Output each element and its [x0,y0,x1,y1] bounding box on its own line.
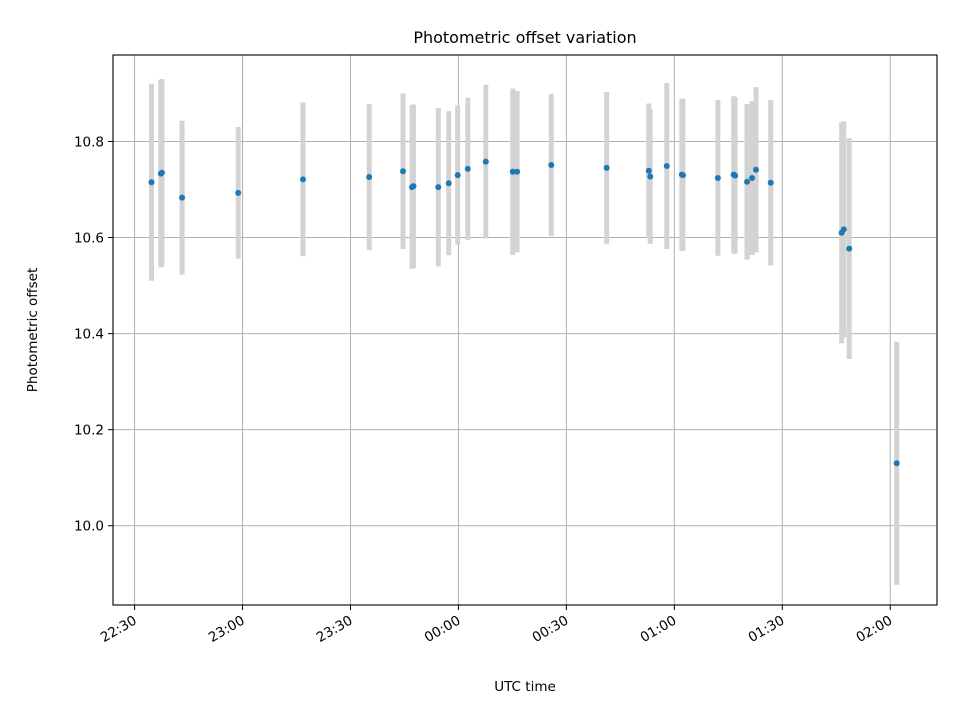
data-point [179,194,186,201]
data-point [679,172,686,179]
data-point [509,168,516,175]
y-tick-label: 10.6 [74,231,104,247]
data-point [435,184,442,191]
y-axis-label: Photometric offset [25,268,41,392]
data-point [753,166,760,173]
grid [113,55,937,605]
data-point [445,180,452,187]
data-point [454,172,461,179]
data-point [732,172,739,179]
data-point [299,176,306,183]
y-tick-label: 10.2 [74,423,104,439]
y-tick-label: 10.0 [74,519,104,535]
data-point [548,162,555,168]
data-point [410,183,417,190]
data-point [158,169,165,176]
data-point [767,179,774,186]
data-point [846,245,853,252]
chart-title: Photometric offset variation [413,28,636,47]
data-point [645,167,652,174]
data-point [514,168,521,175]
data-point [714,174,721,181]
data-point [647,173,654,180]
data-point [749,174,756,181]
x-axis-label: UTC time [494,679,556,695]
y-axis-ticks: 10.0 10.2 10.4 10.6 10.8 [74,134,113,535]
data-point [148,179,155,186]
plot-frame [112,54,938,606]
data-point [663,162,670,169]
data-point [603,164,610,171]
data-point [482,158,489,165]
data-point [366,174,373,181]
data-points [148,158,900,467]
data-point [235,189,242,196]
y-tick-label: 10.4 [74,327,104,343]
y-tick-label: 10.8 [74,134,104,150]
data-point [400,168,407,175]
data-point [464,165,471,172]
data-point [893,460,900,467]
data-point [744,178,751,185]
data-point [840,226,847,233]
